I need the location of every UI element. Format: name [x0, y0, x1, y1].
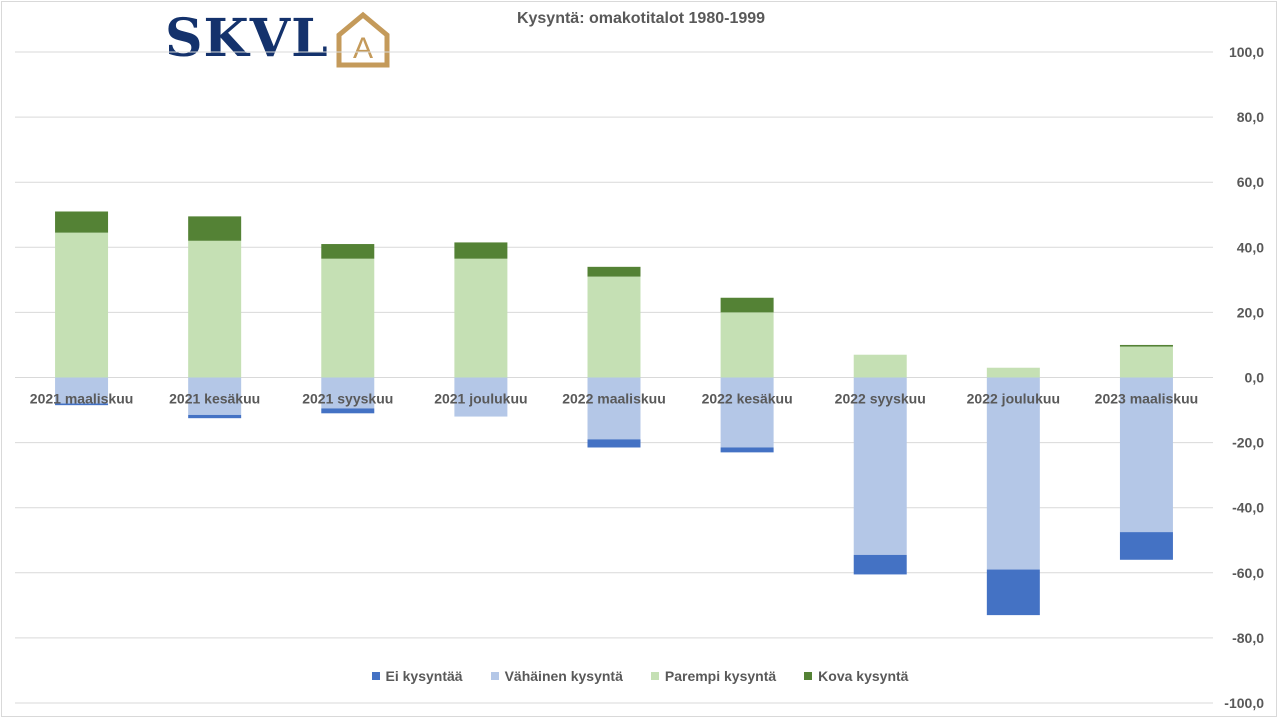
x-tick-label: 2021 syyskuu [302, 391, 393, 407]
bar-segment [587, 266, 641, 277]
legend-item: Vähäinen kysyntä [490, 668, 623, 684]
legend-item: Parempi kysyntä [650, 668, 777, 684]
bar-segment [986, 377, 1040, 570]
legend-label: Ei kysyntää [385, 668, 463, 684]
bars [55, 211, 1173, 616]
y-tick-label: -100,0 [1224, 695, 1264, 711]
x-tick-label: 2022 kesäkuu [702, 391, 793, 407]
logo-mark-letter: A [353, 32, 373, 65]
bar-segment [454, 258, 508, 378]
bar-segment [1119, 377, 1173, 533]
bar-segment [587, 377, 641, 440]
bar-segment [1119, 346, 1173, 378]
y-tick-label: 80,0 [1237, 109, 1264, 125]
bar-segment [321, 244, 375, 259]
legend: Ei kysyntää Vähäinen kysyntä Parempi kysyn… [0, 668, 1280, 684]
legend-item: Kova kysyntä [804, 668, 908, 684]
bar-segment [587, 276, 641, 378]
y-tick-label: -40,0 [1232, 500, 1264, 516]
legend-swatch [804, 672, 813, 680]
x-axis-labels: 2021 maaliskuu 2021 kesäkuu 2021 syyskuu 20… [30, 391, 1198, 407]
legend-item: Ei kysyntää [371, 668, 463, 684]
x-tick-label: 2021 kesäkuu [169, 391, 260, 407]
x-tick-label: 2022 joulukuu [967, 391, 1060, 407]
bar-segment [188, 240, 242, 378]
y-axis-labels: 100,0 80,0 60,0 40,0 20,0 0,0 -20,0 -40,0 -60,0 -… [1224, 44, 1264, 711]
y-tick-label: 100,0 [1229, 44, 1264, 60]
bar-segment [55, 232, 109, 378]
bar-segment [1119, 532, 1173, 560]
y-tick-label: 0,0 [1245, 370, 1265, 386]
legend-swatch [490, 672, 499, 680]
bar-segment [55, 377, 109, 404]
y-tick-label: 60,0 [1237, 174, 1264, 190]
x-tick-label: 2022 maaliskuu [562, 391, 666, 407]
legend-swatch [650, 672, 659, 680]
y-tick-label: 40,0 [1237, 239, 1264, 255]
bar-segment [853, 377, 907, 555]
bar-segment [853, 554, 907, 575]
bar-segment [853, 354, 907, 378]
chart-title: Kysyntä: omakotitalot 1980-1999 [516, 10, 766, 27]
skvl-logo: SKVL A [165, 8, 393, 70]
bar-segment [454, 377, 508, 417]
bar-segment [55, 403, 109, 406]
x-tick-label: 2023 maaliskuu [1095, 391, 1199, 407]
logo-text: SKVL [165, 8, 329, 69]
bar-segment [55, 211, 109, 233]
bar-segment [188, 377, 242, 415]
legend-swatch [371, 672, 380, 680]
house-logo-icon: A [336, 11, 390, 68]
bar-segment [188, 216, 242, 241]
bar-segment [1119, 344, 1173, 347]
bar-segment [720, 297, 774, 313]
y-tick-label: -60,0 [1232, 565, 1264, 581]
x-tick-label: 2021 joulukuu [434, 391, 527, 407]
legend-label: Parempi kysyntä [664, 668, 777, 684]
bar-segment [454, 242, 508, 259]
y-tick-label: 20,0 [1237, 304, 1264, 320]
bar-segment [587, 439, 641, 448]
legend-label: Vähäinen kysyntä [504, 668, 623, 684]
bar-segment [986, 569, 1040, 616]
bar-segment [720, 377, 774, 448]
bar-segment [188, 414, 242, 419]
y-tick-label: -80,0 [1232, 630, 1264, 646]
x-tick-label: 2021 maaliskuu [30, 391, 134, 407]
legend-label: Kova kysyntä [818, 668, 909, 684]
bar-segment [720, 447, 774, 453]
bar-segment [720, 312, 774, 378]
bar-segment [321, 377, 375, 409]
bar-segment [986, 367, 1040, 378]
bar-segment [321, 258, 375, 378]
bar-segment [321, 408, 375, 414]
y-tick-label: -20,0 [1232, 435, 1264, 451]
x-tick-label: 2022 syyskuu [835, 391, 926, 407]
